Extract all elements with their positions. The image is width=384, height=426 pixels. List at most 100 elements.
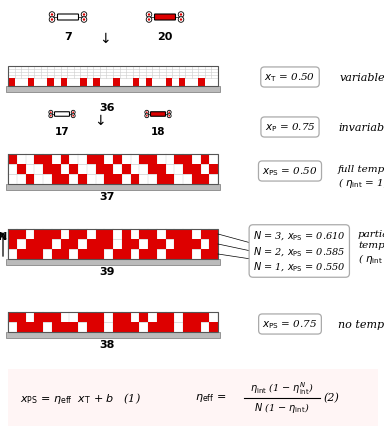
Bar	[8, 155, 218, 184]
Bar	[157, 175, 166, 184]
Bar	[69, 239, 78, 249]
Text: $N$ = 3, $x_\mathrm{PS}$ = 0.610
$N$ = 2, $x_\mathrm{PS}$ = 0.585
$N$ = 1, $x_\m: $N$ = 3, $x_\mathrm{PS}$ = 0.610 $N$ = 2…	[253, 229, 346, 274]
Circle shape	[145, 111, 149, 115]
Text: N: N	[0, 231, 8, 242]
Circle shape	[167, 115, 171, 118]
Text: 37: 37	[99, 192, 115, 201]
Bar	[87, 312, 96, 322]
Bar	[179, 79, 185, 87]
Circle shape	[146, 17, 152, 23]
Circle shape	[81, 17, 87, 23]
Circle shape	[49, 13, 55, 18]
Bar	[104, 175, 113, 184]
Bar	[43, 164, 52, 175]
Bar	[8, 312, 218, 332]
Bar	[8, 230, 218, 259]
Bar	[87, 322, 96, 332]
Bar	[209, 322, 218, 332]
Bar	[122, 239, 131, 249]
Text: 17: 17	[55, 127, 70, 137]
Bar	[174, 155, 183, 164]
Circle shape	[145, 115, 149, 118]
Bar	[17, 322, 25, 332]
Text: variable: variable	[340, 73, 384, 83]
Bar	[8, 369, 378, 426]
Bar	[148, 322, 157, 332]
Bar	[148, 164, 157, 175]
Bar	[131, 239, 139, 249]
Bar	[8, 155, 17, 164]
Bar	[34, 239, 43, 249]
Bar	[200, 175, 209, 184]
Bar	[198, 79, 205, 87]
Circle shape	[49, 111, 53, 115]
Bar	[139, 249, 148, 259]
Bar	[131, 175, 139, 184]
Bar	[148, 239, 157, 249]
Bar	[6, 87, 220, 93]
Text: $x_\mathrm{T}$ = 0.50: $x_\mathrm{T}$ = 0.50	[265, 72, 316, 84]
Bar	[192, 322, 200, 332]
Circle shape	[178, 13, 184, 18]
Circle shape	[51, 19, 53, 22]
Bar	[157, 312, 166, 322]
Bar	[122, 249, 131, 259]
Bar	[17, 164, 25, 175]
Bar	[8, 67, 218, 87]
Bar	[8, 155, 218, 184]
Bar	[80, 79, 87, 87]
Text: ↓: ↓	[99, 32, 111, 46]
Bar	[174, 249, 183, 259]
Bar	[166, 249, 174, 259]
Bar	[139, 155, 148, 164]
Bar	[113, 79, 119, 87]
Circle shape	[50, 112, 51, 114]
Circle shape	[51, 14, 53, 17]
Text: 7: 7	[64, 32, 72, 42]
Circle shape	[83, 19, 85, 22]
Bar	[34, 155, 43, 164]
Bar	[78, 175, 87, 184]
Bar	[61, 79, 67, 87]
Text: $\eta_\mathrm{eff}$ =: $\eta_\mathrm{eff}$ =	[195, 391, 226, 403]
Text: full templation
( $\eta_\mathrm{int}$ = 1): full templation ( $\eta_\mathrm{int}$ = …	[338, 165, 384, 190]
Bar	[69, 230, 78, 239]
Bar	[113, 155, 122, 164]
Circle shape	[72, 112, 74, 114]
Bar	[87, 155, 96, 164]
Circle shape	[81, 13, 87, 18]
FancyBboxPatch shape	[58, 15, 78, 21]
Bar	[61, 239, 69, 249]
Bar	[34, 322, 43, 332]
Bar	[28, 79, 34, 87]
Bar	[52, 322, 61, 332]
Bar	[166, 312, 174, 322]
Bar	[93, 79, 100, 87]
Bar	[96, 239, 104, 249]
Bar	[17, 230, 25, 239]
Text: no templation: no templation	[338, 319, 384, 329]
Bar	[96, 164, 104, 175]
Bar	[183, 249, 192, 259]
Bar	[61, 175, 69, 184]
Bar	[148, 155, 157, 164]
Bar	[209, 239, 218, 249]
Text: 20: 20	[157, 32, 173, 42]
Circle shape	[146, 13, 152, 18]
Bar	[200, 249, 209, 259]
Bar	[192, 239, 200, 249]
Bar	[122, 164, 131, 175]
Bar	[96, 155, 104, 164]
Bar	[166, 175, 174, 184]
Bar	[34, 249, 43, 259]
Bar	[17, 249, 25, 259]
Text: $N$ (1 $-$ $\eta_\mathrm{int}$): $N$ (1 $-$ $\eta_\mathrm{int}$)	[254, 400, 310, 414]
Bar	[200, 155, 209, 164]
Bar	[25, 249, 34, 259]
Bar	[183, 155, 192, 164]
Text: (2): (2)	[324, 392, 340, 403]
Bar	[52, 312, 61, 322]
Bar	[174, 230, 183, 239]
Circle shape	[72, 115, 74, 117]
Circle shape	[167, 111, 171, 115]
